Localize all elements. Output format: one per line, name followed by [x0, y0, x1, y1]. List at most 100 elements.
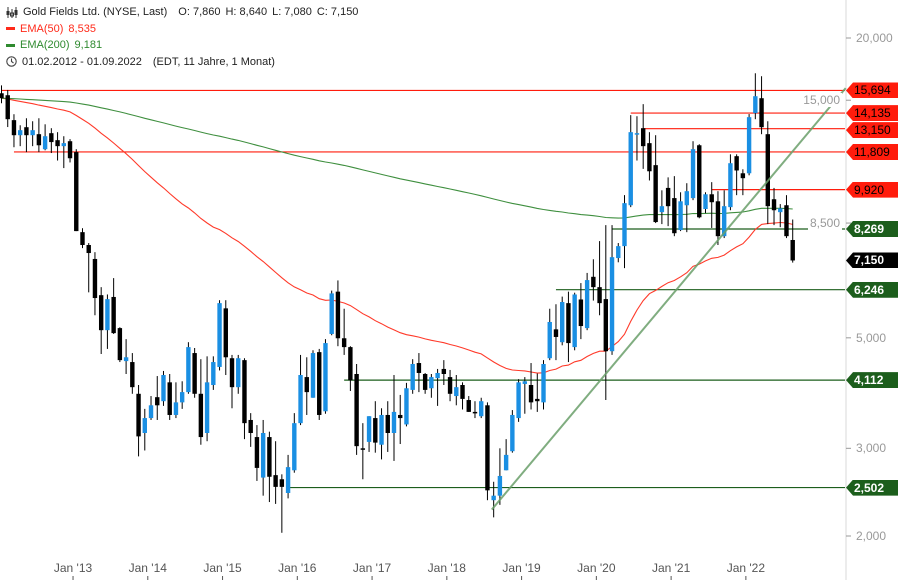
candle-body-down	[111, 296, 116, 334]
candle	[740, 169, 746, 196]
candle	[30, 121, 35, 147]
ema50-row[interactable]: EMA(50) 8,535	[6, 21, 358, 38]
candle	[578, 283, 584, 340]
candle	[136, 385, 141, 457]
resistance-price-badge: 14,135	[846, 105, 898, 122]
ema200-label: EMA(200)	[20, 39, 70, 51]
candle	[92, 252, 98, 316]
candle-body-down	[398, 414, 403, 419]
candle	[404, 382, 409, 427]
candle	[391, 375, 397, 461]
candle-body-up	[491, 495, 496, 501]
candle	[0, 85, 4, 104]
ema-lines	[1, 97, 793, 374]
candle-body-down	[67, 141, 73, 159]
candle-body-up	[217, 303, 222, 367]
candle-body-up	[659, 206, 665, 213]
candle	[616, 243, 621, 263]
candle	[285, 454, 291, 499]
candle	[634, 116, 640, 161]
candle	[597, 241, 602, 316]
candle	[229, 354, 235, 409]
candle-body-down	[49, 133, 54, 143]
support-price-badge: 4,112	[846, 372, 898, 389]
candle-body-up	[634, 133, 640, 135]
y-tick-label: 20,000	[856, 31, 893, 45]
candle-body-up	[142, 418, 147, 434]
x-axis-ticks	[72, 37, 851, 580]
x-tick-label: Jan '20	[577, 561, 616, 575]
trendline-segment	[491, 87, 847, 511]
candle-body-up	[510, 414, 515, 452]
candle	[211, 356, 216, 390]
candle-body-up	[622, 203, 627, 247]
candle-body-down	[734, 156, 739, 171]
candle-body-down	[647, 143, 652, 172]
candle	[142, 408, 147, 451]
candle	[460, 382, 465, 410]
candle-body-down	[784, 205, 789, 237]
candle-body-up	[628, 132, 633, 206]
candle-body-down	[416, 363, 422, 373]
candle	[659, 190, 665, 225]
candle	[665, 177, 671, 227]
date-range[interactable]: 01.02.2012 - 01.09.2022	[22, 55, 142, 68]
candle	[454, 375, 459, 406]
candle-body-up	[721, 206, 727, 237]
candle-body-up	[609, 257, 615, 352]
candle-body-down	[0, 93, 4, 99]
candle	[591, 259, 596, 301]
candle	[242, 358, 247, 440]
candle-body-up	[298, 375, 303, 424]
candle	[765, 121, 770, 225]
candle-body-up	[105, 299, 110, 331]
high-value: H: 8,640	[225, 6, 268, 18]
candle	[709, 182, 714, 228]
candle-body-down	[360, 448, 366, 450]
candle	[485, 402, 490, 501]
candle-body-up	[310, 353, 316, 398]
candle-body-down	[697, 145, 702, 218]
candle-body-up	[728, 163, 733, 208]
ema50-line	[1, 97, 793, 374]
candle-body-down	[223, 308, 228, 358]
ema50-swatch-icon	[6, 27, 15, 31]
ema200-row[interactable]: EMA(200) 9,181	[6, 37, 358, 54]
candle-body-down	[348, 347, 353, 381]
instrument-title[interactable]: Gold Fields Ltd. (NYSE, Last)	[23, 6, 168, 18]
candle-body-up	[584, 280, 590, 329]
candle	[441, 360, 447, 386]
candle	[422, 372, 428, 394]
candle-body-up	[285, 467, 291, 493]
candle	[609, 225, 615, 355]
candle	[111, 278, 116, 334]
candle-body-down	[553, 329, 559, 337]
candle-body-up	[323, 343, 328, 412]
candle	[466, 396, 471, 412]
trendline[interactable]	[491, 87, 847, 511]
candle-body-down	[92, 258, 98, 299]
candle	[560, 296, 565, 346]
candle	[703, 192, 708, 214]
candle	[541, 360, 546, 410]
candle-body-up	[479, 401, 484, 417]
candle-body-up	[572, 294, 577, 348]
candle	[416, 353, 422, 393]
resistance-price-badge: 9,920	[846, 181, 898, 198]
candle	[105, 294, 110, 349]
candle-body-up	[522, 381, 528, 384]
candle	[304, 357, 309, 415]
candle-body-down	[36, 134, 42, 146]
candle-body-down	[466, 400, 471, 412]
x-tick-label: Jan '17	[352, 561, 392, 575]
candle-body-down	[167, 382, 172, 415]
clock-icon	[6, 56, 17, 67]
candle	[547, 308, 552, 361]
candle	[697, 144, 702, 219]
candle	[67, 139, 73, 163]
candle-body-down	[535, 398, 540, 402]
candle-body-down	[117, 328, 123, 361]
candle	[267, 431, 272, 503]
candle	[155, 376, 160, 420]
